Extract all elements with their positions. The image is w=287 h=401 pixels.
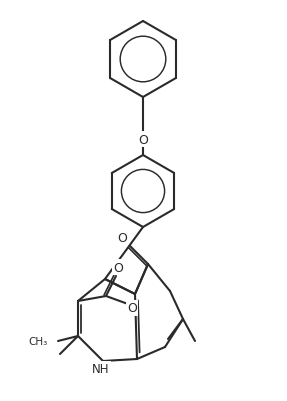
Text: O: O [138,133,148,146]
Text: O: O [127,302,137,315]
Text: NH: NH [92,363,110,376]
Text: O: O [117,232,127,245]
Text: CH₃: CH₃ [29,336,48,346]
Text: O: O [113,261,123,274]
